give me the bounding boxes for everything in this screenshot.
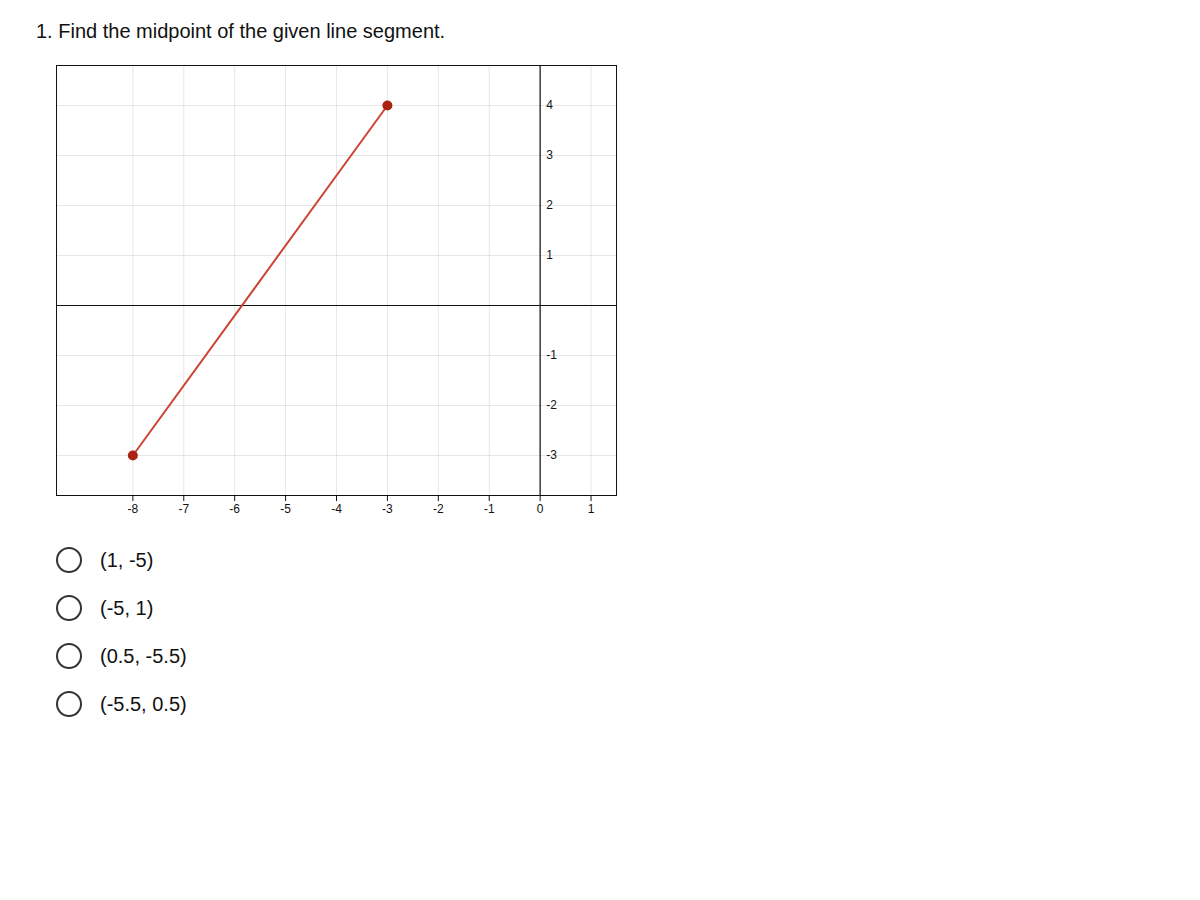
svg-text:1: 1 (546, 248, 553, 262)
html-text:1. Find the midpoint of the gi: 1. Find the midpoint of the given line s… (36, 20, 446, 42)
svg-text:0: 0 (537, 502, 544, 516)
html-text:(-5, 1): (-5, 1) (100, 596, 154, 619)
html-text:(0.5, -5.5): (0.5, -5.5) (100, 644, 187, 667)
svg-text:-2: -2 (433, 502, 444, 516)
svg-text:-1: -1 (546, 348, 557, 362)
svg-text:-4: -4 (331, 502, 342, 516)
svg-text:-2: -2 (546, 398, 557, 412)
html-text:(1, -5): (1, -5) (100, 548, 154, 571)
svg-text:3: 3 (546, 148, 553, 162)
svg-text:-6: -6 (229, 502, 240, 516)
html-text:(-5.5, 0.5): (-5.5, 0.5) (100, 692, 187, 715)
svg-text:-7: -7 (178, 502, 189, 516)
svg-text:-3: -3 (546, 448, 557, 462)
svg-text:-8: -8 (128, 502, 139, 516)
svg-text:-1: -1 (484, 502, 495, 516)
svg-text:4: 4 (546, 98, 553, 112)
svg-text:-3: -3 (382, 502, 393, 516)
svg-text:-5: -5 (280, 502, 291, 516)
svg-text:1: 1 (588, 502, 595, 516)
svg-text:2: 2 (546, 198, 553, 212)
